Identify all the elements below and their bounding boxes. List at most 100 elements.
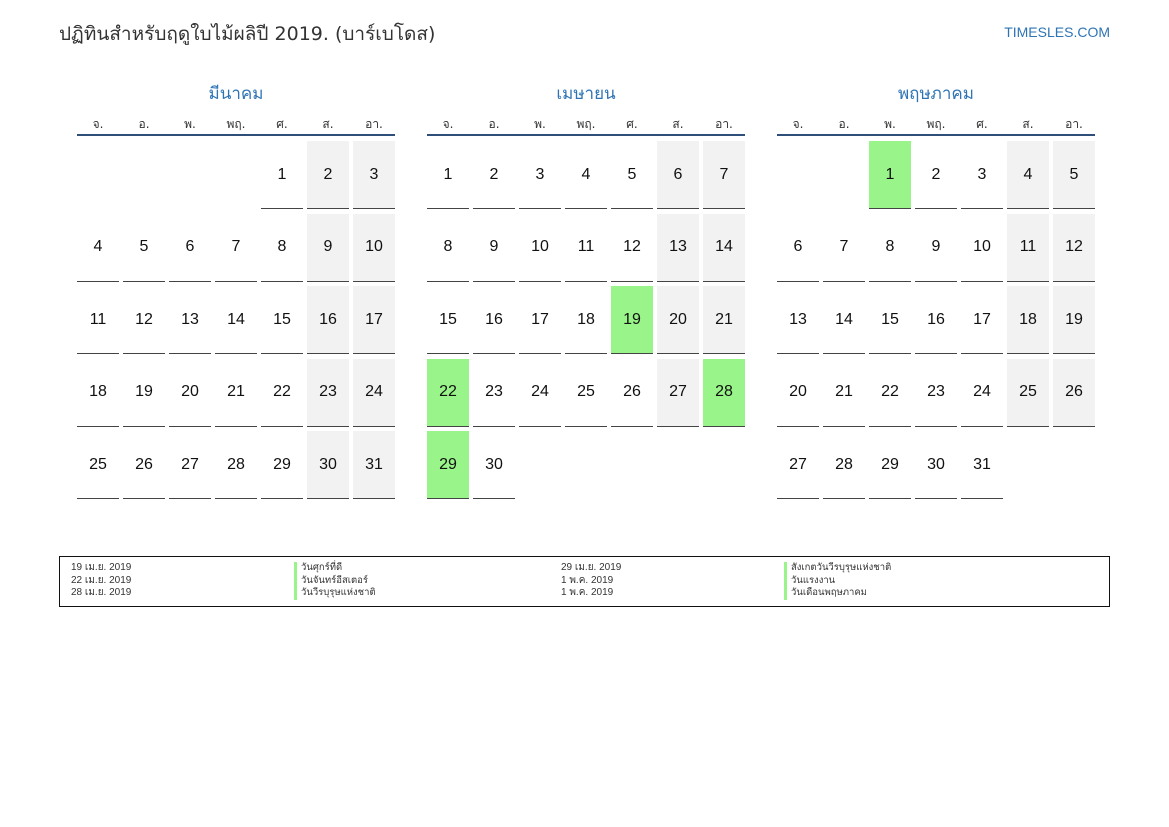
day-cell: 2 <box>915 141 957 209</box>
weekday-label: อา. <box>1065 117 1083 131</box>
day-cell: 26 <box>611 359 653 427</box>
day-cell: 26 <box>123 431 165 500</box>
day-cell: 5 <box>123 214 165 282</box>
day-cell: 13 <box>777 286 819 355</box>
weekday-label: อา. <box>715 117 733 131</box>
weekday-label: พ. <box>534 117 546 131</box>
day-cell: 20 <box>777 359 819 427</box>
day-cell: 15 <box>427 286 469 355</box>
day-cell: 29 <box>869 431 911 500</box>
day-cell: 14 <box>823 286 865 355</box>
day-cell: 23 <box>473 359 515 427</box>
weekday-label: จ. <box>92 117 104 131</box>
day-cell: 11 <box>77 286 119 355</box>
day-cell: 18 <box>565 286 607 355</box>
day-cell: 31 <box>353 431 395 500</box>
legend-date: 28 เม.ย. 2019 <box>71 587 132 598</box>
empty-day-cell <box>1053 431 1095 499</box>
holiday-day-cell: 1 <box>869 141 911 209</box>
day-cell: 12 <box>611 214 653 282</box>
week-row: 13 14 15 16 17 18 19 <box>777 286 1095 355</box>
weekday-header: จ. อ. พ. พฤ. ศ. ส. อา. <box>777 115 1095 136</box>
day-cell: 10 <box>961 214 1003 282</box>
legend-date: 1 พ.ค. 2019 <box>561 587 614 598</box>
week-row: 25 26 27 28 29 30 31 <box>77 431 395 500</box>
legend-holiday-name: วันเดือนพฤษภาคม <box>784 587 1040 600</box>
day-cell: 23 <box>307 358 349 427</box>
day-cell: 18 <box>77 359 119 427</box>
holiday-day-cell: 19 <box>611 286 653 355</box>
day-cell: 14 <box>215 286 257 355</box>
day-cell: 27 <box>169 431 211 500</box>
empty-day-cell <box>77 141 119 209</box>
holiday-day-cell: 22 <box>427 358 469 427</box>
day-cell: 27 <box>777 431 819 500</box>
day-cell: 8 <box>427 214 469 282</box>
legend-row: 19 เม.ย. 2019 วันศุกร์ที่ดี 29 เม.ย. 2019 ส… <box>60 562 1109 575</box>
month-name: เมษายน <box>556 84 616 104</box>
day-cell: 25 <box>77 431 119 500</box>
day-cell: 6 <box>657 141 699 209</box>
day-cell: 24 <box>519 359 561 427</box>
day-cell: 29 <box>261 431 303 500</box>
legend-date: 22 เม.ย. 2019 <box>71 574 132 586</box>
day-cell: 17 <box>519 286 561 355</box>
empty-day-cell <box>611 431 653 499</box>
day-cell: 7 <box>215 214 257 282</box>
day-cell: 12 <box>123 286 165 355</box>
day-cell: 4 <box>77 214 119 282</box>
day-cell: 3 <box>961 141 1003 209</box>
week-row: 8 9 10 11 12 13 14 <box>427 213 745 282</box>
legend-holiday-name: วันศุกร์ที่ดี <box>294 562 550 575</box>
day-cell: 30 <box>915 431 957 500</box>
weekday-header: จ. อ. พ. พฤ. ศ. ส. อา. <box>77 115 395 136</box>
day-cell: 28 <box>215 431 257 500</box>
day-cell: 2 <box>307 141 349 209</box>
day-cell: 4 <box>1007 141 1049 209</box>
day-cell: 17 <box>961 286 1003 355</box>
weekday-label: พ. <box>184 117 196 131</box>
day-cell: 15 <box>261 286 303 355</box>
weekday-label: อา. <box>365 117 383 131</box>
day-cell: 1 <box>427 141 469 209</box>
day-cell: 13 <box>657 213 699 282</box>
legend-holiday-name: วันแรงงาน <box>784 574 1040 587</box>
day-cell: 5 <box>611 141 653 209</box>
month-name: มีนาคม <box>208 84 264 104</box>
empty-day-cell <box>703 431 745 499</box>
day-cell: 22 <box>869 359 911 427</box>
day-cell: 30 <box>307 431 349 500</box>
weekday-header: จ. อ. พ. พฤ. ศ. ส. อา. <box>427 115 745 136</box>
site-brand-link[interactable]: TIMESLES.COM <box>1004 24 1110 40</box>
day-cell: 8 <box>869 214 911 282</box>
day-cell: 7 <box>703 141 745 209</box>
empty-day-cell <box>657 431 699 499</box>
weekday-label: จ. <box>792 117 804 131</box>
day-cell: 17 <box>353 286 395 355</box>
legend-row: 28 เม.ย. 2019 วันวีรบุรุษแห่งชาติ 1 พ.ค. 2… <box>60 587 1109 600</box>
day-cell: 25 <box>1007 358 1049 427</box>
empty-day-cell <box>777 141 819 209</box>
month-calendar: พฤษภาคม จ. อ. พ. พฤ. ศ. ส. อา. 1 2 3 4 5 6 7 8 9 10 11 12 13… <box>777 82 1095 504</box>
day-cell: 19 <box>1053 286 1095 355</box>
holiday-legend: 19 เม.ย. 2019 วันศุกร์ที่ดี 29 เม.ย. 2019 ส… <box>59 556 1110 607</box>
day-cell: 6 <box>777 214 819 282</box>
weekday-label: จ. <box>442 117 454 131</box>
weekday-label: อ. <box>488 117 500 131</box>
day-cell: 26 <box>1053 358 1095 427</box>
week-row: 11 12 13 14 15 16 17 <box>77 286 395 355</box>
weekday-label: พฤ. <box>576 117 596 131</box>
weekday-label: พฤ. <box>926 117 946 131</box>
legend-date: 29 เม.ย. 2019 <box>561 562 622 573</box>
day-cell: 11 <box>1007 213 1049 282</box>
day-cell: 9 <box>915 214 957 282</box>
day-cell: 15 <box>869 286 911 355</box>
legend-row: 22 เม.ย. 2019 วันจันทร์อีสเตอร์ 1 พ.ค. 201… <box>60 574 1109 587</box>
empty-day-cell <box>519 431 561 499</box>
day-grid: 1 2 3 4 5 6 7 8 9 10 11 12 13 14 15 16 17 18 19 20 21 22 23 24 2… <box>777 141 1095 504</box>
day-cell: 24 <box>353 358 395 427</box>
day-cell: 16 <box>473 286 515 355</box>
holiday-day-cell: 29 <box>427 431 469 500</box>
